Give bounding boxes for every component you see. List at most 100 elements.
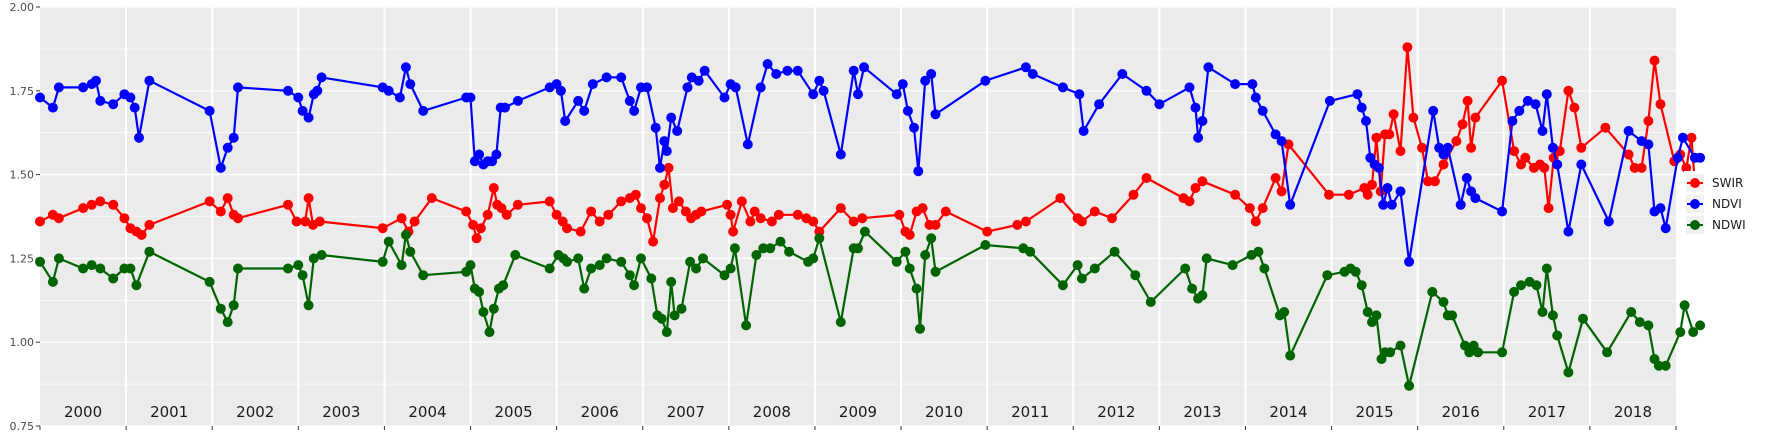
data-point-ndwi <box>1259 263 1270 274</box>
data-point-swir <box>1569 102 1580 113</box>
data-point-ndvi <box>500 102 510 113</box>
data-point-swir <box>86 199 97 210</box>
data-point-ndwi <box>377 256 388 267</box>
data-point-ndvi <box>601 72 612 83</box>
data-point-ndwi <box>1438 297 1449 307</box>
y-tick-label: 1.25 <box>10 252 35 265</box>
data-point-swir <box>630 189 641 200</box>
data-point-ndvi <box>1547 142 1558 153</box>
data-point-ndvi <box>1603 216 1614 227</box>
data-point-ndvi <box>771 69 782 79</box>
data-point-ndvi <box>719 92 730 103</box>
data-point-ndwi <box>1626 307 1637 317</box>
data-point-swir <box>1629 162 1640 173</box>
data-point-ndvi <box>1247 79 1258 90</box>
data-point-ndwi <box>1180 263 1191 274</box>
data-point-swir <box>766 216 777 227</box>
data-point-swir <box>1276 186 1287 197</box>
data-point-swir <box>461 206 472 217</box>
data-point-ndvi <box>1356 102 1367 113</box>
data-point-swir <box>1020 216 1031 227</box>
data-point-ndwi <box>418 270 429 281</box>
data-point-ndvi <box>792 65 803 76</box>
data-point-ndvi <box>1352 89 1363 100</box>
data-point-ndwi <box>676 303 687 314</box>
data-point-swir <box>755 213 766 224</box>
data-point-ndwi <box>835 317 846 328</box>
data-point-ndvi <box>659 136 670 147</box>
data-point-ndwi <box>1516 280 1526 291</box>
data-point-swir <box>1438 159 1449 170</box>
data-point-ndvi <box>742 139 753 150</box>
data-point-swir <box>475 223 486 234</box>
data-point-ndwi <box>303 300 314 311</box>
data-point-ndvi <box>400 62 411 73</box>
data-point-swir <box>300 216 311 227</box>
data-point-ndwi <box>1563 367 1574 378</box>
data-point-swir <box>1244 203 1255 214</box>
data-point-ndvi <box>814 75 825 86</box>
data-point-swir <box>575 226 586 237</box>
data-point-ndvi <box>1404 256 1415 267</box>
data-point-ndvi <box>465 92 476 103</box>
data-point-swir <box>1563 85 1574 96</box>
data-point-swir <box>745 216 756 227</box>
data-point-ndwi <box>233 263 243 274</box>
data-point-ndvi <box>730 82 741 93</box>
data-point-ndvi <box>1522 95 1533 106</box>
legend-item-ndvi: NDVI <box>1686 195 1742 213</box>
data-point-swir <box>1197 176 1208 187</box>
data-point-ndwi <box>1395 340 1406 351</box>
year-label: 2005 <box>494 403 532 421</box>
data-point-ndwi <box>405 246 416 257</box>
data-point-swir <box>1270 173 1281 183</box>
data-point-ndvi <box>573 95 584 106</box>
data-point-ndvi <box>1461 173 1472 183</box>
data-point-swir <box>594 216 605 227</box>
data-point-ndwi <box>35 256 45 267</box>
data-point-ndvi <box>1141 85 1152 96</box>
data-point-swir <box>78 203 89 214</box>
data-point-ndvi <box>125 92 136 103</box>
data-point-swir <box>1457 119 1468 130</box>
data-point-swir <box>562 223 572 234</box>
data-point-ndvi <box>693 75 704 86</box>
data-point-ndwi <box>316 250 327 260</box>
data-point-ndwi <box>204 276 215 287</box>
data-point-ndwi <box>78 263 89 274</box>
data-point-ndwi <box>383 236 394 247</box>
data-point-ndvi <box>655 162 665 173</box>
data-point-ndvi <box>835 149 846 160</box>
data-point-swir <box>1466 142 1477 153</box>
data-point-ndwi <box>666 276 677 287</box>
data-point-ndwi <box>616 256 627 267</box>
data-point-ndvi <box>891 89 902 100</box>
data-point-ndvi <box>78 82 89 93</box>
data-point-swir <box>773 209 784 220</box>
data-point-ndvi <box>1184 82 1195 93</box>
data-point-swir <box>35 216 45 227</box>
data-point-ndvi <box>930 109 941 120</box>
data-point-ndvi <box>1655 203 1666 214</box>
data-point-swir <box>544 196 555 207</box>
year-label: 2017 <box>1528 403 1566 421</box>
legend-item-swir: SWIR <box>1686 174 1743 192</box>
data-point-ndvi <box>560 116 571 126</box>
data-point-swir <box>659 179 670 190</box>
data-point-ndwi <box>685 256 696 267</box>
data-point-swir <box>917 203 928 214</box>
data-point-ndwi <box>1653 360 1664 371</box>
data-point-ndvi <box>1324 95 1335 106</box>
data-point-swir <box>283 199 293 210</box>
data-point-ndwi <box>108 273 119 284</box>
series-ndwi <box>35 226 1706 391</box>
data-point-ndvi <box>853 89 863 100</box>
data-point-swir <box>1395 146 1406 157</box>
data-point-ndvi <box>755 82 766 93</box>
data-point-swir <box>1543 203 1554 214</box>
data-point-ndvi <box>1576 159 1587 170</box>
data-point-ndvi <box>1695 152 1706 163</box>
data-point-ndwi <box>719 270 730 281</box>
year-label: 2006 <box>581 403 619 421</box>
data-point-swir <box>1643 116 1654 126</box>
